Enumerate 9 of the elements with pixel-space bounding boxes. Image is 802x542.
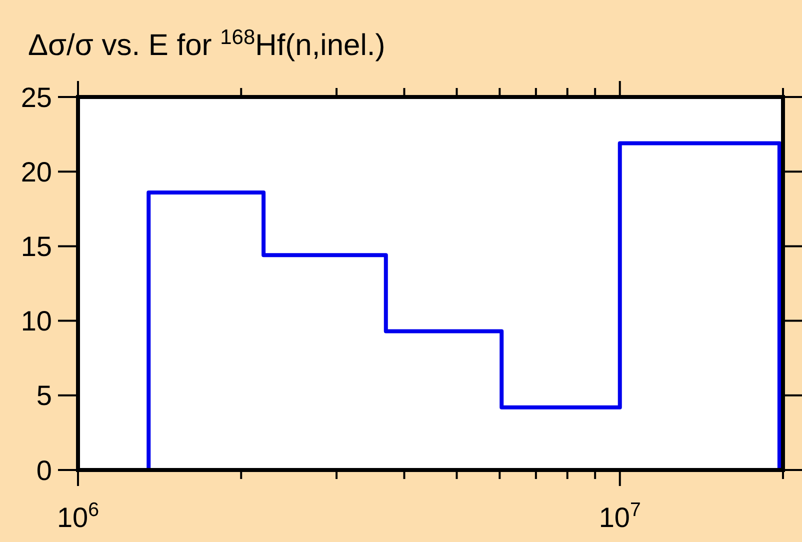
y-tick-label: 0: [36, 454, 52, 486]
x-tick-label: 10$^{7}$: [598, 499, 641, 533]
y-tick-label: 25: [20, 82, 52, 113]
x-tick-label: 10$^{6}$: [56, 499, 100, 533]
y-tick-label: 20: [20, 156, 52, 188]
y-tick-label: 15: [20, 231, 52, 262]
y-tick-label: 5: [36, 380, 52, 412]
y-tick-label: 10: [20, 306, 52, 337]
chart-title: Δσ/σ vs. E for $^{168}$Hf(n,inel.): [28, 26, 386, 62]
